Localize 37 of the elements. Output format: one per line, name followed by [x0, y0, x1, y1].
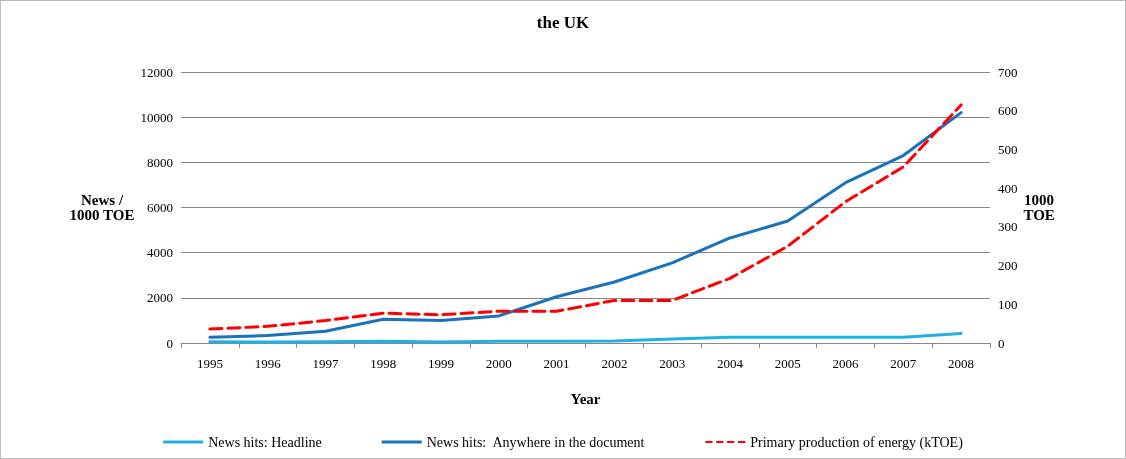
x-tick-label: 2006: [832, 356, 860, 371]
x-tick-label: 2001: [543, 356, 570, 371]
x-tick-label: 2000: [485, 356, 512, 371]
y2-tick-label: 100: [998, 296, 1018, 312]
line-series: [208, 332, 963, 344]
y2-tick-label: 500: [998, 141, 1018, 157]
x-tick-label: 2007: [890, 356, 917, 371]
y-tick-label: 0: [166, 335, 173, 351]
x-tick-label: 2002: [601, 356, 628, 371]
x-tick-label: 2005: [774, 356, 801, 371]
y-axis-title: News / 1000 TOE: [69, 192, 135, 223]
y2-axis-title: 1000 TOE: [1023, 192, 1055, 223]
y-tick-label: 2000: [147, 290, 173, 306]
y-tick-label: 4000: [147, 245, 173, 261]
y2-tick-label: 400: [998, 180, 1018, 196]
legend-label: News hits: Anywhere in the document: [426, 434, 645, 450]
y2-tick-label: 0: [998, 335, 1005, 351]
y2-tick-label: 600: [998, 103, 1018, 119]
y2-tick-label: 300: [998, 219, 1018, 235]
x-axis-title: Year: [570, 390, 601, 407]
y-tick-label: 8000: [147, 154, 173, 170]
legend-label: News hits: Headline: [208, 434, 322, 450]
y2-tick-label: 200: [998, 258, 1018, 274]
x-tick-label: 1996: [254, 356, 282, 371]
y-tick-label: 12000: [140, 64, 173, 80]
y2-tick-label: 700: [998, 64, 1018, 80]
x-tick-label: 1997: [312, 356, 339, 371]
x-tick-label: 2004: [716, 356, 744, 371]
y-tick-label: 6000: [147, 200, 173, 215]
x-tick-label: 1999: [428, 356, 455, 371]
y-tick-label: 10000: [140, 109, 173, 125]
x-tick-label: 1998: [370, 356, 397, 371]
legend-label: Primary production of energy (kTOE): [750, 434, 964, 451]
x-tick-label: 1995: [196, 356, 223, 371]
chart-title: the UK: [536, 13, 590, 32]
x-tick-label: 2003: [659, 356, 686, 371]
x-tick-label: 2008: [948, 356, 975, 371]
